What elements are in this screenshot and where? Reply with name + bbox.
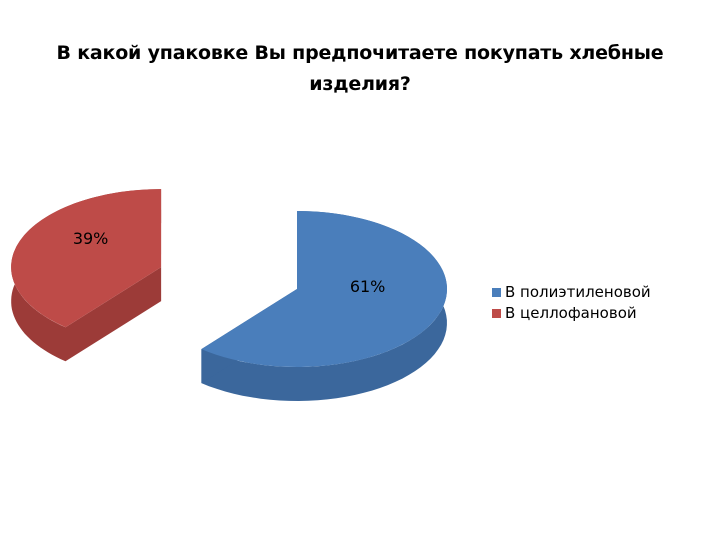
- legend-item-polyethylene: В полиэтиленовой: [492, 282, 651, 303]
- legend-swatch-polyethylene: [492, 288, 501, 297]
- legend-item-cellophane: В целлофановой: [492, 303, 651, 324]
- legend-label-polyethylene: В полиэтиленовой: [505, 283, 651, 301]
- pie-tops: [11, 189, 448, 367]
- slice-cellophane: [11, 189, 162, 328]
- slice-cellophane-label: 39%: [73, 229, 109, 248]
- pie-labels: 61% 39%: [73, 229, 386, 296]
- legend: В полиэтиленовой В целлофановой: [492, 282, 651, 324]
- slice-polyethylene-label: 61%: [350, 277, 386, 296]
- legend-swatch-cellophane: [492, 309, 501, 318]
- slice-polyethylene: [201, 211, 448, 367]
- chart-title: В какой упаковке Вы предпочитаете покупа…: [56, 42, 664, 95]
- legend-label-cellophane: В целлофановой: [505, 304, 637, 322]
- slice-cellophane-wall-0: [65, 267, 162, 362]
